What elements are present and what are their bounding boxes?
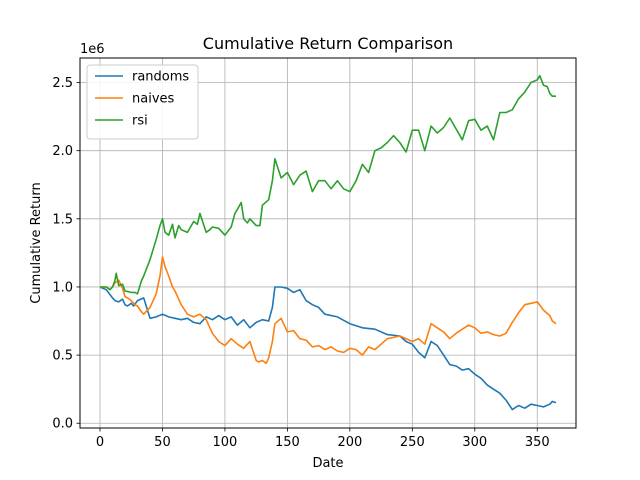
y-tick-label: 2.0	[52, 144, 73, 159]
y-tick-label: 2.5	[52, 76, 73, 91]
series-line-randoms	[99, 286, 557, 411]
y-tick-label: 1.5	[52, 212, 73, 227]
series-line-rsi	[100, 74, 556, 295]
legend-label-naives: naives	[132, 92, 175, 107]
x-tick-label: 100	[213, 435, 238, 450]
x-axis-label: Date	[312, 456, 343, 471]
plot-area-frame	[79, 57, 577, 429]
x-tick-label: 250	[400, 435, 425, 450]
chart-title: Cumulative Return Comparison	[203, 34, 453, 53]
x-tick-label: 300	[462, 435, 487, 450]
x-tick-label: 200	[337, 435, 362, 450]
y-axis-label: Cumulative Return	[29, 182, 44, 303]
x-tick-label: 350	[525, 435, 550, 450]
series-line-naives	[100, 256, 557, 365]
y-tick-label: 0.0	[52, 417, 73, 432]
legend: randoms naives rsi	[86, 64, 199, 140]
axis-ticks: 0 50 100 150 200 250 300 350 0.0 0.5 1.0 1.5 2.0 2.5	[52, 76, 549, 450]
y-offset-text: 1e6	[80, 42, 105, 57]
grid	[80, 58, 576, 428]
y-tick-label: 0.5	[52, 349, 73, 364]
y-tick-label: 1.0	[52, 280, 73, 295]
legend-label-randoms: randoms	[132, 70, 189, 85]
x-tick-label: 150	[275, 435, 300, 450]
x-tick-label: 50	[154, 435, 171, 450]
x-tick-label: 0	[96, 435, 104, 450]
legend-label-rsi: rsi	[132, 114, 148, 129]
series-lines	[99, 74, 557, 411]
